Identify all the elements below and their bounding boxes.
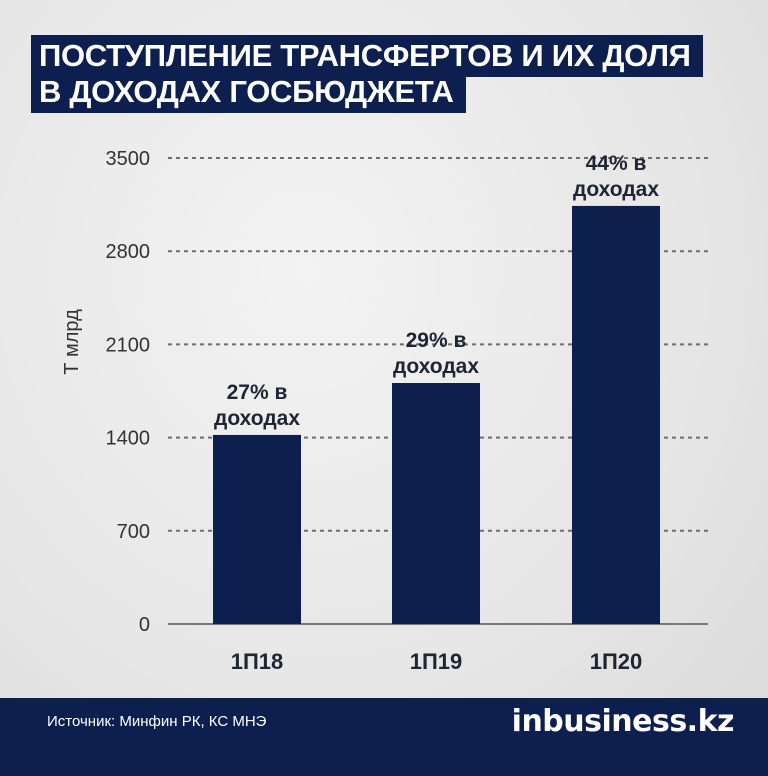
x-tick-label: 1П19 (410, 649, 463, 674)
x-tick-label: 1П20 (590, 649, 643, 674)
source-note: Источник: Минфин РК, КС МНЭ (47, 713, 267, 730)
bar (213, 434, 301, 624)
data-label: 27% в (227, 381, 288, 404)
y-tick-label: 1400 (106, 428, 151, 450)
y-axis-label: Т млрд (61, 309, 83, 375)
chart-title-line-2: В ДОХОДАХ ГОСБЮДЖЕТА (31, 71, 466, 113)
y-tick-label: 0 (139, 614, 150, 636)
y-tick-label: 700 (117, 521, 150, 543)
brand-logo[interactable]: inbusiness.kz (511, 704, 735, 739)
bar-chart: 0 700 1400 2100 2800 3500 27% в доходах 29% в до… (61, 148, 708, 674)
data-label: доходах (214, 407, 300, 430)
y-tick-label: 2800 (106, 241, 151, 263)
data-label: доходах (573, 178, 659, 201)
data-label: 44% в (586, 152, 647, 175)
x-tick-label: 1П18 (231, 649, 284, 674)
footer-bar (0, 698, 768, 776)
y-tick-labels: 0 700 1400 2100 2800 3500 (106, 148, 151, 636)
y-tick-label: 3500 (106, 148, 151, 170)
y-tick-label: 2100 (106, 334, 151, 356)
bar (392, 383, 480, 624)
bars (213, 205, 660, 624)
chart-title-line-1: ПОСТУПЛЕНИЕ ТРАНСФЕРТОВ И ИХ ДОЛЯ (31, 35, 703, 77)
x-tick-labels: 1П18 1П19 1П20 (231, 649, 643, 674)
data-label: доходах (393, 355, 479, 378)
data-labels: 27% в доходах 29% в доходах 44% в доходах (214, 152, 659, 430)
data-label: 29% в (406, 329, 467, 352)
bar (572, 205, 660, 624)
